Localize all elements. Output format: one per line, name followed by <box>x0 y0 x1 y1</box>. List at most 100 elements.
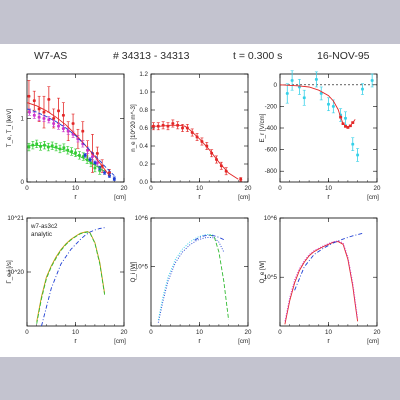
y-axis-label: T_e, T_i [keV] <box>6 109 13 148</box>
data-point <box>108 174 111 177</box>
data-point <box>81 129 85 133</box>
data-point <box>37 107 41 111</box>
y-tick-label: 0.0 <box>139 179 148 186</box>
x-tick-label: 20 <box>121 185 128 192</box>
legend-entry: w7-as3c2 <box>30 223 58 230</box>
data-point <box>47 118 51 122</box>
y-axis-label: Γ_e,i [/s] <box>6 260 13 284</box>
series-line <box>194 234 224 241</box>
y-tick-label: 0.8 <box>139 107 148 114</box>
x-axis-label: r <box>74 338 77 345</box>
x-tick-label: 20 <box>374 185 381 192</box>
data-point <box>327 102 330 106</box>
data-point <box>344 116 347 120</box>
x-axis-unit: [cm] <box>367 194 379 201</box>
x-axis-unit: [cm] <box>114 194 126 201</box>
data-point <box>83 154 87 157</box>
data-point <box>35 142 38 146</box>
y-tick-label: 1 <box>21 115 25 122</box>
data-point <box>93 161 97 165</box>
data-point <box>339 115 342 119</box>
series-line <box>41 227 105 326</box>
data-point <box>78 154 81 157</box>
y-tick-label: 0.2 <box>139 161 148 168</box>
data-point <box>285 92 289 95</box>
x-axis-unit: [cm] <box>238 338 250 345</box>
x-tick-label: 10 <box>196 185 203 192</box>
x-tick-label: 20 <box>245 329 252 336</box>
data-point <box>108 171 111 174</box>
data-point <box>298 85 301 89</box>
x-tick-label: 10 <box>72 329 79 336</box>
x-tick-label: 10 <box>325 329 332 336</box>
x-axis-label: r <box>74 194 77 201</box>
plot-sheet: W7-AS # 34313 - 34313 t = 0.300 s 16-NOV… <box>0 44 400 357</box>
y-tick-label: 10^21 <box>7 215 24 222</box>
data-point <box>346 126 350 129</box>
data-point <box>351 142 355 146</box>
series-line <box>280 84 356 128</box>
data-point <box>220 164 223 168</box>
axes-frame <box>150 217 249 327</box>
data-point <box>27 94 31 98</box>
data-point <box>98 169 102 172</box>
x-axis-unit: [cm] <box>367 338 379 345</box>
y-tick-label: 10^6 <box>135 215 149 222</box>
data-point <box>239 178 243 181</box>
data-point <box>96 161 99 165</box>
x-axis-label: r <box>198 194 201 201</box>
header-shots: # 34313 - 34313 <box>113 50 190 62</box>
data-point <box>161 124 165 127</box>
x-axis-unit: [cm] <box>114 338 126 345</box>
data-point <box>205 144 209 148</box>
data-point <box>166 124 170 128</box>
data-point <box>57 124 60 128</box>
panel-qe: 0 10 20 r [cm] 10^5 10^6 Q_e [W] <box>259 215 381 345</box>
data-point <box>356 153 359 157</box>
data-point <box>113 177 116 181</box>
data-point <box>76 137 80 141</box>
data-point <box>62 146 66 149</box>
data-point <box>57 109 60 113</box>
data-point <box>351 121 355 124</box>
y-tick-label: -400 <box>265 125 278 132</box>
header-date: 16-NOV-95 <box>317 50 370 62</box>
x-tick-label: 20 <box>374 329 381 336</box>
x-tick-label: 0 <box>25 185 29 192</box>
data-point <box>43 143 46 147</box>
y-axis-label: E_r [V/cm] <box>259 113 266 142</box>
series-line <box>27 144 105 172</box>
data-point <box>341 122 345 125</box>
data-point <box>74 151 77 155</box>
axes-frame <box>150 73 249 183</box>
data-point <box>224 169 228 173</box>
panel-er: 0 10 20 r [cm] 0 -200 -400 -600 -800 E_r [V/cm] <box>259 70 381 201</box>
y-tick-label: 10^20 <box>7 269 24 276</box>
data-point <box>52 117 55 120</box>
y-tick-label: 1.2 <box>139 71 148 78</box>
data-point <box>66 129 70 133</box>
x-tick-label: 0 <box>149 185 153 192</box>
data-point <box>290 79 294 82</box>
series-line <box>27 102 110 176</box>
data-point <box>28 110 31 114</box>
x-axis-label: r <box>327 338 330 345</box>
plots-svg: 0 10 20r [cm]01T_e, T_i [keV]0 10 20r [cm]0.00… <box>6 70 381 345</box>
data-point <box>103 171 106 174</box>
data-point <box>81 155 85 158</box>
x-tick-label: 0 <box>25 329 29 336</box>
data-point <box>66 148 70 152</box>
y-tick-label: 10^5 <box>264 274 278 281</box>
data-point <box>361 87 364 91</box>
legend-entry: analytic <box>31 231 52 238</box>
data-point <box>47 145 50 149</box>
data-point <box>370 79 374 82</box>
data-point <box>42 110 46 114</box>
y-tick-label: 0.6 <box>139 125 148 132</box>
series-line <box>151 124 239 180</box>
panel-te_ti: 0 10 20 r [cm] 0 1 T_e, T_i [keV] <box>6 73 128 201</box>
x-tick-label: 10 <box>196 329 203 336</box>
y-tick-label: -800 <box>265 168 278 175</box>
y-tick-label: 0 <box>274 82 278 89</box>
y-tick-label: 10^5 <box>135 264 149 271</box>
